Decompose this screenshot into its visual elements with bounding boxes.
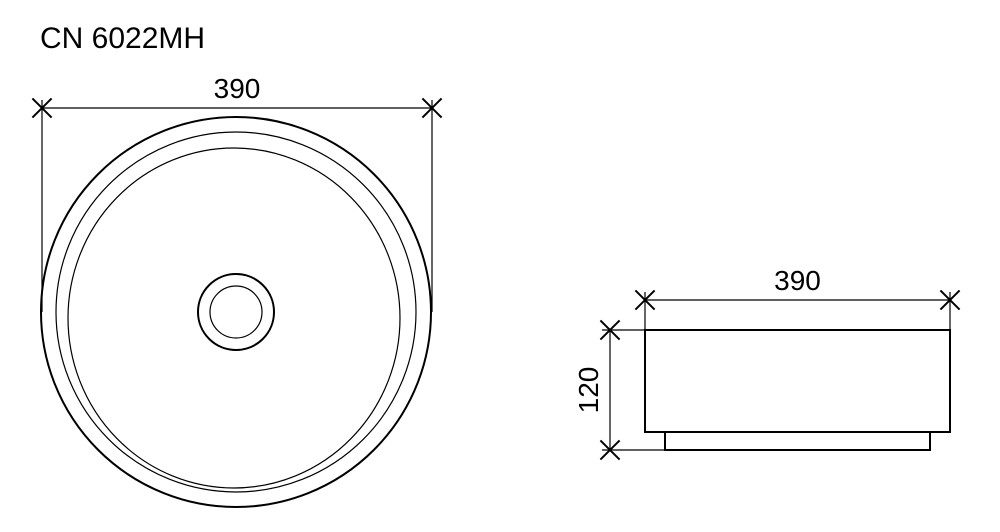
top-width-label: 390 [214, 73, 261, 104]
side-height-label: 120 [573, 367, 604, 414]
part-number: CN 6022MH [40, 22, 205, 55]
top-drain-inner [210, 286, 262, 338]
side-base [665, 432, 930, 450]
side-width-label: 390 [774, 265, 821, 296]
top-bowl-contour [68, 148, 400, 488]
top-drain-outer [198, 274, 274, 350]
top-rim-circle [56, 132, 416, 492]
side-body [645, 330, 950, 432]
top-outer-circle [41, 117, 431, 507]
